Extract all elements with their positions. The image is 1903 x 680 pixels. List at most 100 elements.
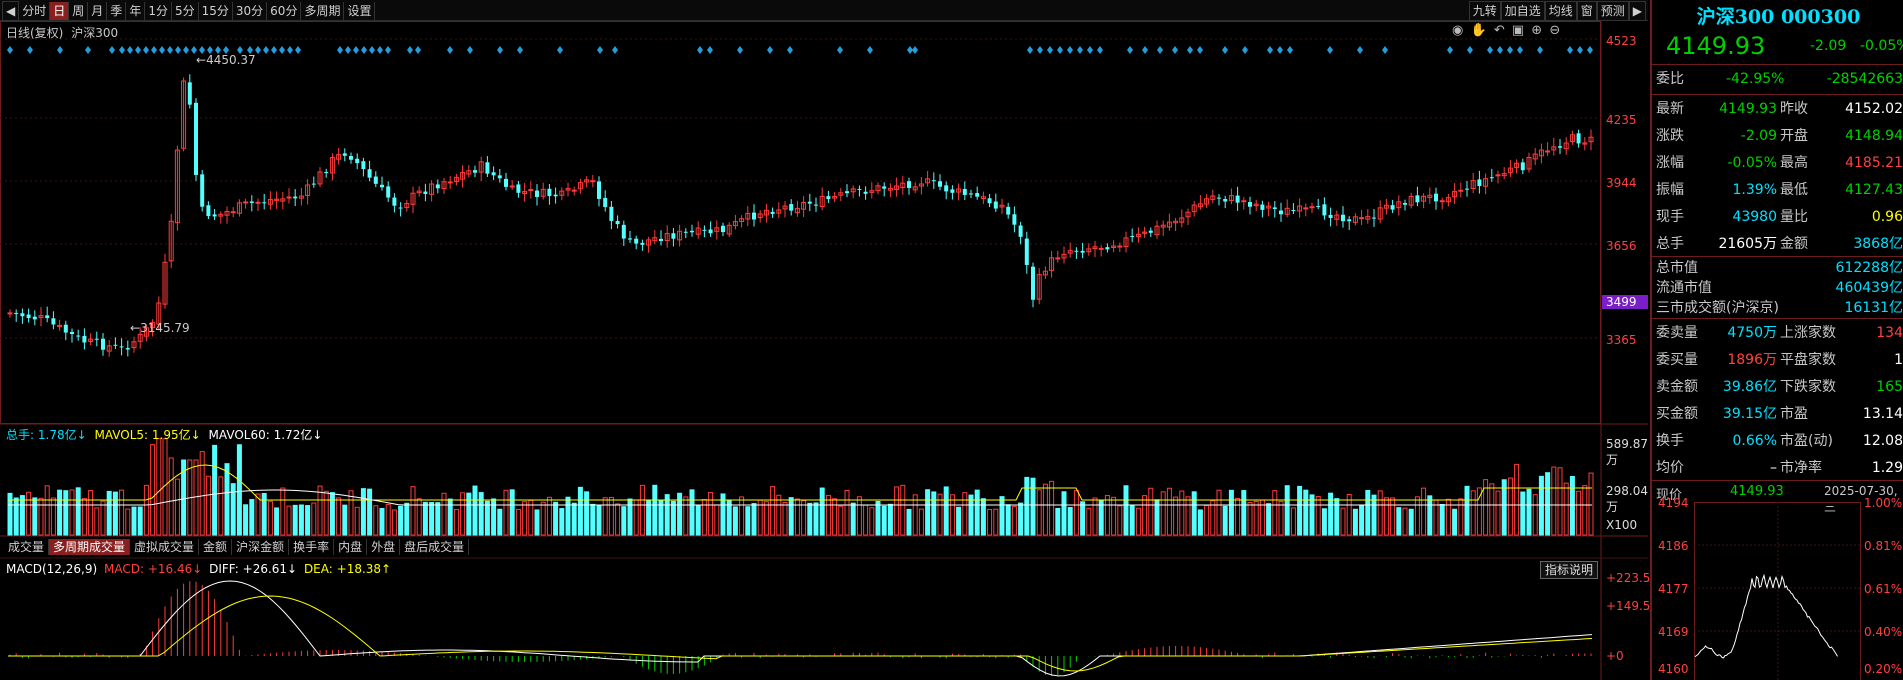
next-icon[interactable]: ▶: [1628, 1, 1646, 21]
candle-body-up: [1191, 204, 1197, 213]
volume-tab-2[interactable]: 虚拟成交量: [130, 539, 200, 555]
candle-body-up: [1483, 178, 1489, 187]
signal-marker: [337, 46, 343, 54]
eye-icon[interactable]: ◉: [1452, 23, 1464, 38]
candle-body-up: [1421, 195, 1427, 202]
volume-bar-up: [69, 489, 75, 536]
volume-bar-up: [100, 500, 106, 536]
volume-tab-8[interactable]: 盘后成交量: [400, 539, 470, 555]
volume-bar-down: [472, 485, 478, 536]
period-tab-11[interactable]: 多周期: [301, 2, 345, 20]
volume-legend: 总手: 1.78亿↓ MAVOL5: 1.95亿↓ MAVOL60: 1.72亿…: [6, 426, 322, 443]
ma-line-button[interactable]: 均线: [1544, 1, 1577, 21]
candle-body-down: [1465, 188, 1469, 190]
diff-line: [8, 580, 1593, 677]
volume-bar-down: [367, 488, 373, 536]
candle-body-up: [410, 192, 416, 205]
candle-body-up: [1334, 214, 1340, 220]
period-tab-1[interactable]: 日: [50, 2, 70, 20]
volume-bar-down: [974, 489, 980, 536]
lock-icon[interactable]: ▣: [1511, 23, 1525, 38]
signal-marker: [119, 46, 125, 54]
kline-chart[interactable]: [0, 21, 1648, 680]
period-tab-9[interactable]: 30分: [233, 2, 268, 20]
candle-body-up: [757, 213, 763, 219]
candle-body-up: [1532, 153, 1538, 160]
candle-body-down: [373, 176, 378, 184]
candle-body-up: [1445, 197, 1451, 203]
volume-bar-down: [732, 506, 738, 536]
volume-bar-down: [1328, 492, 1334, 536]
undo-icon[interactable]: ↶: [1493, 23, 1505, 38]
mini-intraday-chart[interactable]: [1652, 502, 1903, 680]
window-button[interactable]: 窗: [1576, 1, 1597, 21]
signal-marker: [377, 46, 383, 54]
period-tab-4[interactable]: 季: [107, 2, 127, 20]
volume-bar-down: [429, 501, 435, 536]
zoom-in-icon[interactable]: ⊕: [1531, 23, 1543, 38]
candle-body-up: [956, 188, 962, 193]
quote-sep-5: [1652, 480, 1903, 481]
signal-marker: [159, 46, 165, 54]
candle-body-down: [1018, 225, 1023, 237]
volume-bar-up: [1011, 505, 1017, 536]
volume-bar-up: [1421, 487, 1427, 536]
kline-chart-panel[interactable]: 日线(复权) 沪深300 ◉ ✋ ↶ ▣ ⊕ ⊖ 4523 4235 3944 …: [0, 21, 1650, 680]
price-axis-label-current: 3499: [1606, 295, 1637, 309]
signal-marker: [1157, 46, 1163, 54]
volume-bar-up: [856, 496, 862, 536]
signal-marker: [697, 46, 703, 54]
zoom-out-icon[interactable]: ⊖: [1549, 23, 1561, 38]
volume-bar-down: [478, 492, 484, 536]
period-tab-6[interactable]: 1分: [145, 2, 172, 20]
volume-tab-6[interactable]: 内盘: [334, 539, 368, 555]
volume-bar-down: [596, 504, 602, 536]
candle-body-down: [1148, 230, 1153, 233]
volume-tab-0[interactable]: 成交量: [4, 539, 50, 555]
candle-body-up: [850, 188, 856, 193]
period-tab-3[interactable]: 月: [88, 2, 108, 20]
volume-bar-down: [1520, 491, 1526, 536]
candle-body-up: [1142, 231, 1148, 234]
volume-bar-down: [243, 504, 249, 536]
volume-bar-down: [1228, 489, 1234, 536]
indicator-help-button[interactable]: 指标说明: [1540, 561, 1599, 579]
signal-marker: [1172, 46, 1178, 54]
period-tab-8[interactable]: 15分: [199, 2, 233, 20]
volume-tab-7[interactable]: 外盘: [367, 539, 401, 555]
period-tab-2[interactable]: 周: [69, 2, 89, 20]
signal-marker: [517, 46, 523, 54]
macd-indicator-label: MACD(12,26,9): [6, 562, 98, 576]
period-tab-12[interactable]: 设置: [344, 2, 376, 20]
candle-body-down: [1434, 193, 1438, 202]
period-tab-7[interactable]: 5分: [172, 2, 199, 20]
signal-marker: [295, 46, 301, 54]
volume-bar-down: [670, 500, 676, 536]
price-pane-frame: [0, 21, 1601, 424]
candle-body-up: [819, 195, 825, 208]
prev-icon[interactable]: ◀: [2, 1, 20, 21]
volume-bar-up: [825, 494, 831, 536]
hand-icon[interactable]: ✋: [1470, 23, 1487, 38]
period-tab-5[interactable]: 年: [126, 2, 146, 20]
volume-tab-5[interactable]: 换手率: [289, 539, 335, 555]
volume-bar-up: [701, 498, 707, 536]
volume-tab-4[interactable]: 沪深金额: [232, 539, 290, 555]
volume-bar-down: [329, 492, 335, 536]
candle-body-down: [752, 212, 756, 220]
volume-bar-down: [1191, 491, 1197, 536]
signal-marker: [27, 46, 33, 54]
volume-tab-3[interactable]: 金额: [199, 539, 233, 555]
candle-body-up: [1284, 207, 1290, 215]
candle-body-up: [571, 189, 577, 192]
add-watchlist-button[interactable]: 加自选: [1500, 1, 1545, 21]
signal-marker: [707, 46, 713, 54]
period-tab-10[interactable]: 60分: [267, 2, 302, 20]
jiuzhuan-button[interactable]: 九转: [1468, 1, 1501, 21]
period-tab-0[interactable]: 分时: [19, 2, 51, 20]
forecast-button[interactable]: 预测: [1596, 1, 1629, 21]
volume-bar-up: [838, 505, 844, 536]
volume-tab-1[interactable]: 多周期成交量: [49, 539, 131, 555]
candle-body-down: [435, 184, 440, 189]
candle-body-up: [925, 178, 931, 184]
